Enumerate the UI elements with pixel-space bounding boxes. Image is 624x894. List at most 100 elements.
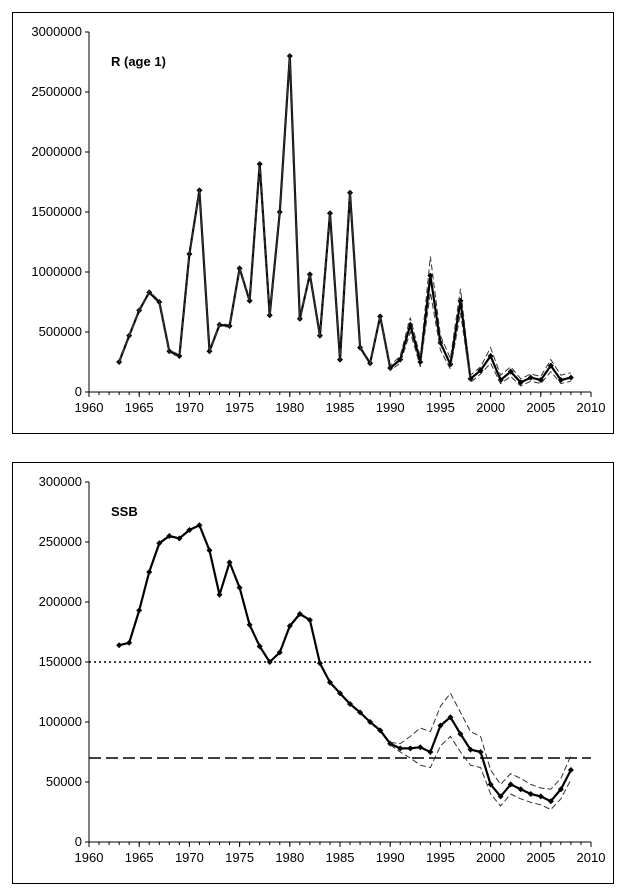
data-point xyxy=(316,660,323,667)
data-point xyxy=(507,368,514,375)
y-tick-label: 50000 xyxy=(46,774,82,789)
data-point xyxy=(347,701,354,707)
y-tick-label: 250000 xyxy=(39,534,82,549)
data-point xyxy=(357,709,364,716)
data-point xyxy=(487,781,494,788)
data-point xyxy=(136,607,143,614)
x-tick-label: 2005 xyxy=(526,850,555,865)
y-tick-label: 2500000 xyxy=(31,84,82,99)
x-tick-label: 2000 xyxy=(476,850,505,865)
data-point xyxy=(206,547,213,554)
data-point xyxy=(517,379,524,386)
y-tick-label: 200000 xyxy=(39,594,82,609)
chart-title: R (age 1) xyxy=(111,54,166,69)
data-point xyxy=(387,740,394,747)
data-point xyxy=(417,359,424,365)
data-point xyxy=(176,535,183,542)
data-point xyxy=(166,533,173,539)
x-tick-label: 1980 xyxy=(275,400,304,415)
data-point xyxy=(216,591,223,598)
data-point xyxy=(397,745,404,752)
recruitment-chart: 0 500000 1000000 1500000 2000000 2500000 30000… xyxy=(31,24,606,415)
y-tick-label: 500000 xyxy=(39,324,82,339)
data-point xyxy=(276,649,283,656)
recruitment-chart-panel: 0 500000 1000000 1500000 2000000 2500000 30000… xyxy=(12,12,614,434)
estimate-series-line xyxy=(118,54,572,384)
data-point xyxy=(527,791,534,797)
data-point xyxy=(527,374,534,381)
x-tick-label: 1970 xyxy=(175,850,204,865)
data-point xyxy=(156,540,163,547)
data-point xyxy=(116,642,123,649)
data-point xyxy=(377,727,384,734)
data-point xyxy=(557,786,564,793)
data-point xyxy=(547,798,554,805)
data-point xyxy=(246,621,253,628)
chart-title: SSB xyxy=(111,504,138,519)
x-tick-label: 1975 xyxy=(225,400,254,415)
data-point xyxy=(286,623,293,629)
y-tick-label: 2000000 xyxy=(31,144,82,159)
data-point xyxy=(427,749,434,755)
data-point xyxy=(477,749,484,755)
x-tick-label: 1960 xyxy=(75,850,104,865)
data-point xyxy=(326,679,333,686)
ssb-chart: 0 50000 100000 150000 200000 250000 300000 1960… xyxy=(39,474,606,865)
data-point xyxy=(367,719,374,725)
x-tick-label: 1970 xyxy=(175,400,204,415)
x-tick-label: 1990 xyxy=(376,850,405,865)
data-point xyxy=(467,375,474,382)
data-point xyxy=(186,527,193,533)
lower-bound-line xyxy=(118,58,572,387)
upper-bound-line xyxy=(390,692,572,790)
data-point xyxy=(417,744,424,751)
x-tick-label: 2010 xyxy=(577,850,606,865)
y-tick-label: 0 xyxy=(75,384,82,399)
data-point xyxy=(266,659,273,665)
data-point xyxy=(196,522,203,529)
data-point xyxy=(296,611,303,617)
data-point xyxy=(256,643,263,650)
data-point xyxy=(306,617,313,623)
ssb-chart-panel: 0 50000 100000 150000 200000 250000 300000 1960… xyxy=(12,462,614,884)
data-point xyxy=(487,353,494,359)
estimate-series-line xyxy=(118,524,572,803)
data-point xyxy=(497,793,504,800)
x-tick-label: 1965 xyxy=(125,850,154,865)
data-point xyxy=(407,745,414,752)
upper-bound-line xyxy=(118,53,572,380)
data-point xyxy=(126,639,133,646)
data-point xyxy=(236,584,243,591)
x-tick-label: 1960 xyxy=(75,400,104,415)
data-point xyxy=(176,353,183,359)
y-tick-label: 1500000 xyxy=(31,204,82,219)
data-point xyxy=(537,793,544,800)
y-tick-label: 150000 xyxy=(39,654,82,669)
data-point xyxy=(447,714,454,721)
data-point xyxy=(146,569,153,575)
x-tick-label: 1980 xyxy=(275,850,304,865)
data-point xyxy=(547,362,554,369)
lower-bound-line xyxy=(389,735,572,811)
y-tick-label: 3000000 xyxy=(31,24,82,39)
x-tick-label: 1975 xyxy=(225,850,254,865)
y-tick-label: 1000000 xyxy=(31,264,82,279)
y-tick-label: 100000 xyxy=(39,714,82,729)
data-point xyxy=(567,374,574,381)
data-point xyxy=(226,559,233,566)
x-tick-label: 1990 xyxy=(376,400,405,415)
x-tick-label: 1995 xyxy=(426,400,455,415)
x-tick-label: 1985 xyxy=(326,850,355,865)
x-tick-label: 1985 xyxy=(326,400,355,415)
x-tick-label: 2010 xyxy=(577,400,606,415)
data-point xyxy=(467,746,474,753)
x-tick-label: 2000 xyxy=(476,400,505,415)
x-tick-label: 2005 xyxy=(526,400,555,415)
data-point xyxy=(567,767,574,773)
x-tick-label: 1995 xyxy=(426,850,455,865)
y-tick-label: 0 xyxy=(75,834,82,849)
data-point xyxy=(517,786,524,793)
data-point xyxy=(457,731,464,737)
x-tick-label: 1965 xyxy=(125,400,154,415)
data-point xyxy=(437,722,444,729)
